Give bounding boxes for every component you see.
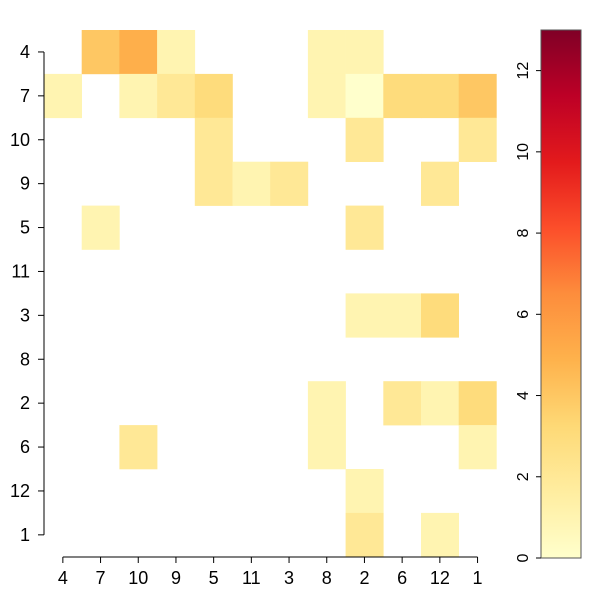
colorbar-tick-label: 4 <box>515 391 532 400</box>
x-tick-label: 9 <box>171 568 181 588</box>
colorbar-gradient <box>540 29 582 559</box>
heatmap-cell-9-3 <box>270 161 309 206</box>
x-tick-label: 11 <box>242 568 261 588</box>
heatmap-cell-2-12 <box>421 381 459 426</box>
x-axis: 4 7 10 9 5 11 3 8 2 6 12 1 <box>58 556 483 588</box>
heatmap-cell-10-1 <box>458 117 497 162</box>
heatmap-cell-4-2 <box>345 30 384 75</box>
heatmap-cell-7-1 <box>458 73 497 119</box>
heatmap-cell-6-8 <box>307 425 346 470</box>
heatmap-cell-7-12 <box>421 73 459 119</box>
y-tick-label: 1 <box>20 525 30 545</box>
heatmap-cell-4-7 <box>81 30 120 75</box>
colorbar-tick-label: 8 <box>515 229 532 238</box>
heatmap-cell-9-11 <box>232 161 271 206</box>
x-tick-label: 5 <box>209 568 219 588</box>
heatmap-cell-7-4 <box>44 73 82 119</box>
heatmap-cell-5-7 <box>81 205 120 250</box>
heatmap-cell-6-10 <box>119 425 158 470</box>
x-tick-label: 7 <box>96 568 106 588</box>
y-axis: 4 7 10 9 5 11 3 8 2 6 12 1 <box>10 42 45 545</box>
heatmap-cell-10-2 <box>345 117 384 162</box>
heatmap-cell-7-8 <box>307 73 346 119</box>
x-tick-label: 10 <box>128 568 148 588</box>
y-tick-label: 6 <box>20 437 30 457</box>
heatmap-cell-12-2 <box>345 469 384 514</box>
heatmap-cell-3-2 <box>345 293 384 338</box>
colorbar-tick-label: 10 <box>515 143 532 161</box>
heatmap-cell-1-2 <box>345 512 384 558</box>
heatmap-cell-7-9 <box>157 73 196 119</box>
y-tick-label: 12 <box>10 481 30 501</box>
colorbar-tick-label: 2 <box>515 472 532 481</box>
heatmap-cell-4-8 <box>307 30 346 75</box>
x-tick-label: 2 <box>359 568 369 588</box>
heatmap-cell-3-6 <box>383 293 422 338</box>
x-tick-label: 4 <box>58 568 68 588</box>
heatmap-cell-5-2 <box>345 205 384 250</box>
x-tick-label: 3 <box>284 568 294 588</box>
heatmap-cell-4-10 <box>119 30 158 75</box>
y-tick-label: 10 <box>10 130 30 150</box>
y-tick-label: 8 <box>20 349 30 369</box>
x-tick-label: 12 <box>430 568 450 588</box>
y-tick-label: 9 <box>20 174 30 194</box>
heatmap-cell-2-8 <box>307 381 346 426</box>
x-tick-label: 6 <box>397 568 407 588</box>
colorbar-tick-label: 12 <box>515 62 532 80</box>
x-tick-label: 8 <box>322 568 332 588</box>
colorbar-tick-label: 0 <box>515 553 532 562</box>
heatmap-cell-1-12 <box>421 512 459 558</box>
colorbar: 0 2 4 6 8 10 12 <box>515 29 582 562</box>
heatmap-cell-7-6 <box>383 73 422 119</box>
heatmap-cell-3-12 <box>421 293 459 338</box>
heatmap-cell-7-5 <box>194 73 233 119</box>
heatmap-cell-2-1 <box>458 381 497 426</box>
y-tick-label: 11 <box>11 261 30 281</box>
heatmap-cell-9-5 <box>194 161 233 206</box>
heatmap-cell-2-6 <box>383 381 422 426</box>
y-tick-label: 7 <box>20 86 30 106</box>
y-tick-label: 5 <box>20 218 30 238</box>
heatmap-cells <box>44 30 497 558</box>
colorbar-tick-label: 6 <box>515 310 532 319</box>
heatmap-cell-7-2 <box>345 73 384 119</box>
y-tick-label: 2 <box>20 393 30 413</box>
heatmap-cell-7-10 <box>119 73 158 119</box>
x-tick-label: 1 <box>473 568 483 588</box>
heatmap-cell-6-1 <box>458 425 497 470</box>
y-tick-label: 4 <box>20 42 30 62</box>
y-tick-label: 3 <box>20 305 30 325</box>
heatmap-cell-10-5 <box>194 117 233 162</box>
heatmap-cell-9-12 <box>421 161 459 206</box>
heatmap-cell-4-9 <box>157 30 196 75</box>
